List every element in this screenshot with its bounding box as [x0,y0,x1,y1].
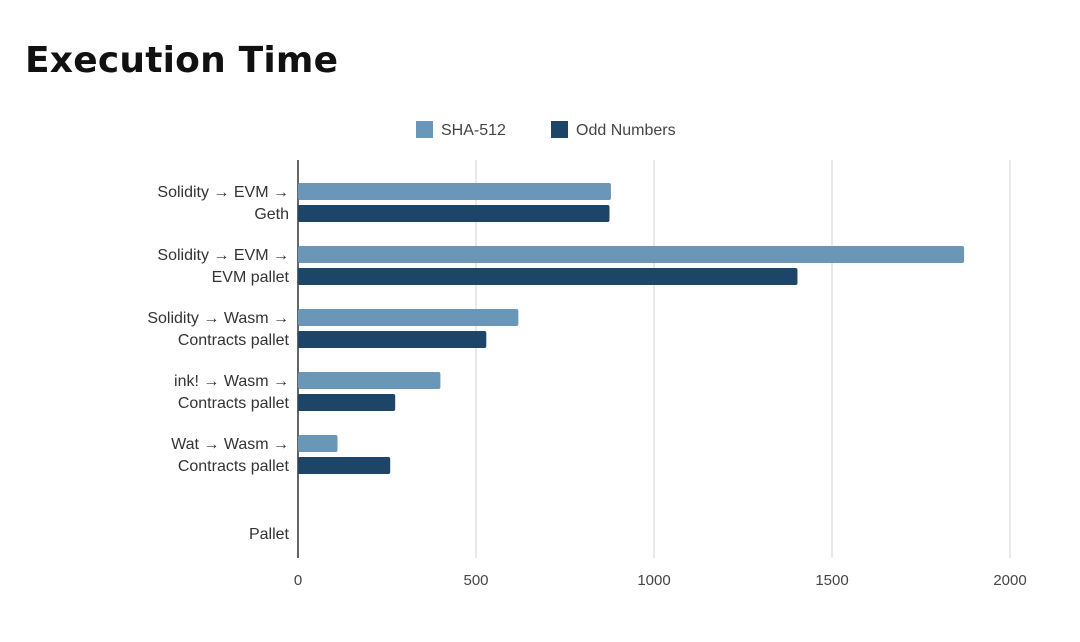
bar-odd-numbers [298,394,396,411]
bar-odd-numbers [298,268,798,285]
bar-odd-numbers [298,205,610,222]
bar-sha-512 [298,309,519,326]
category-label: ink! → Wasm → [174,373,289,390]
category-label: Solidity → Wasm → [147,310,289,327]
bar-sha-512 [298,246,965,263]
legend-swatch [416,121,433,138]
legend-label: SHA-512 [441,122,506,139]
category-label: Solidity → EVM → [157,184,289,201]
bar-odd-numbers [298,457,391,474]
bar-odd-numbers [298,331,487,348]
x-tick-label: 0 [294,572,302,589]
x-tick-label: 1000 [637,572,670,589]
bar-sha-512 [298,372,441,389]
x-tick-label: 1500 [815,572,848,589]
legend-label: Odd Numbers [576,122,676,139]
category-label: Contracts pallet [178,458,290,475]
bar-sha-512 [298,183,611,200]
category-label: Solidity → EVM → [157,247,289,264]
category-label: Pallet [249,526,290,543]
category-label: Wat → Wasm → [171,436,289,453]
category-label: EVM pallet [212,269,290,286]
bar-sha-512 [298,435,338,452]
category-label: Contracts pallet [178,332,290,349]
category-label: Contracts pallet [178,395,290,412]
x-tick-label: 2000 [993,572,1026,589]
category-label: Geth [254,206,289,223]
legend-swatch [551,121,568,138]
chart-title: Execution Time [25,40,339,81]
x-tick-label: 500 [463,572,488,589]
